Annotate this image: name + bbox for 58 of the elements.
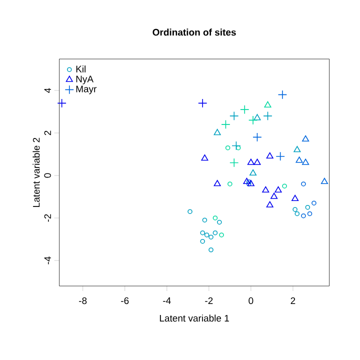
x-tick-label: -8 <box>79 297 87 304</box>
x-tick-label: 2 <box>290 297 296 304</box>
point <box>292 207 298 212</box>
point <box>188 209 192 214</box>
point <box>307 211 312 216</box>
y-tick-label: 4 <box>44 88 51 93</box>
point <box>200 230 205 236</box>
chart-title: Ordination of sites <box>152 28 236 36</box>
point <box>246 182 252 186</box>
legend-label: NyA <box>76 76 94 84</box>
legend-label: Kil <box>76 65 86 72</box>
point <box>302 135 310 142</box>
point <box>262 186 270 193</box>
legend-label: Mayr <box>76 86 97 94</box>
point <box>243 178 250 184</box>
y-tick-label: -4 <box>44 256 51 264</box>
point <box>302 158 310 165</box>
point <box>247 158 254 165</box>
point <box>276 152 285 161</box>
point <box>212 230 218 236</box>
x-tick-label: -2 <box>205 297 213 304</box>
point <box>240 104 250 114</box>
x-axis-title: Latent variable 1 <box>160 314 229 322</box>
point <box>301 182 306 186</box>
point <box>301 213 306 218</box>
x-tick-label: 0 <box>248 297 254 304</box>
point <box>208 234 214 240</box>
point <box>248 116 258 125</box>
x-tick-label: -6 <box>121 297 129 304</box>
point <box>320 178 328 184</box>
point <box>217 220 222 225</box>
point <box>202 218 208 223</box>
y-tick-label: 2 <box>44 130 51 136</box>
x-tick-label: -4 <box>163 297 171 304</box>
point <box>214 180 221 186</box>
point <box>266 201 274 208</box>
point <box>278 90 288 100</box>
y-tick-label: -2 <box>44 214 51 222</box>
point <box>246 179 252 184</box>
point <box>312 200 316 206</box>
point <box>200 238 205 244</box>
point <box>254 158 261 165</box>
point <box>270 192 278 199</box>
point <box>230 158 239 168</box>
y-tick-label: 0 <box>44 173 51 178</box>
point <box>296 156 303 163</box>
point <box>266 152 274 159</box>
point <box>204 232 210 238</box>
point <box>208 247 214 252</box>
point <box>305 204 310 210</box>
point <box>247 180 254 186</box>
point <box>294 211 300 216</box>
point <box>274 186 282 193</box>
point <box>201 154 208 161</box>
point <box>252 132 262 142</box>
point <box>221 120 230 130</box>
point <box>292 194 299 202</box>
y-axis-title: Latent variable 2 <box>32 138 40 207</box>
